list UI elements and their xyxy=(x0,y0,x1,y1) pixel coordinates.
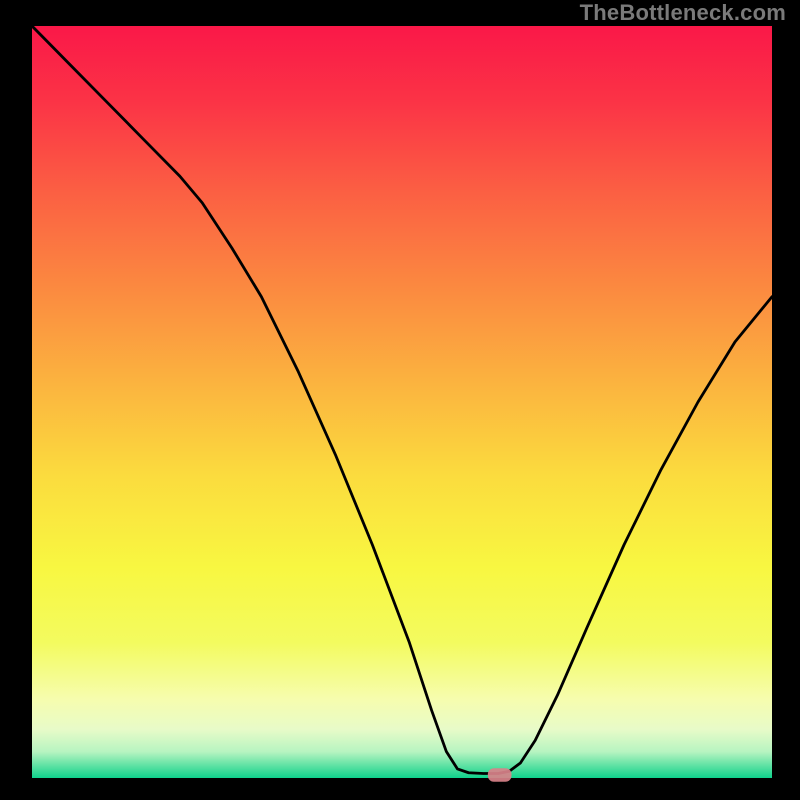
optimum-marker xyxy=(488,768,512,782)
bottleneck-chart xyxy=(0,0,800,800)
watermark-text: TheBottleneck.com xyxy=(580,0,786,26)
